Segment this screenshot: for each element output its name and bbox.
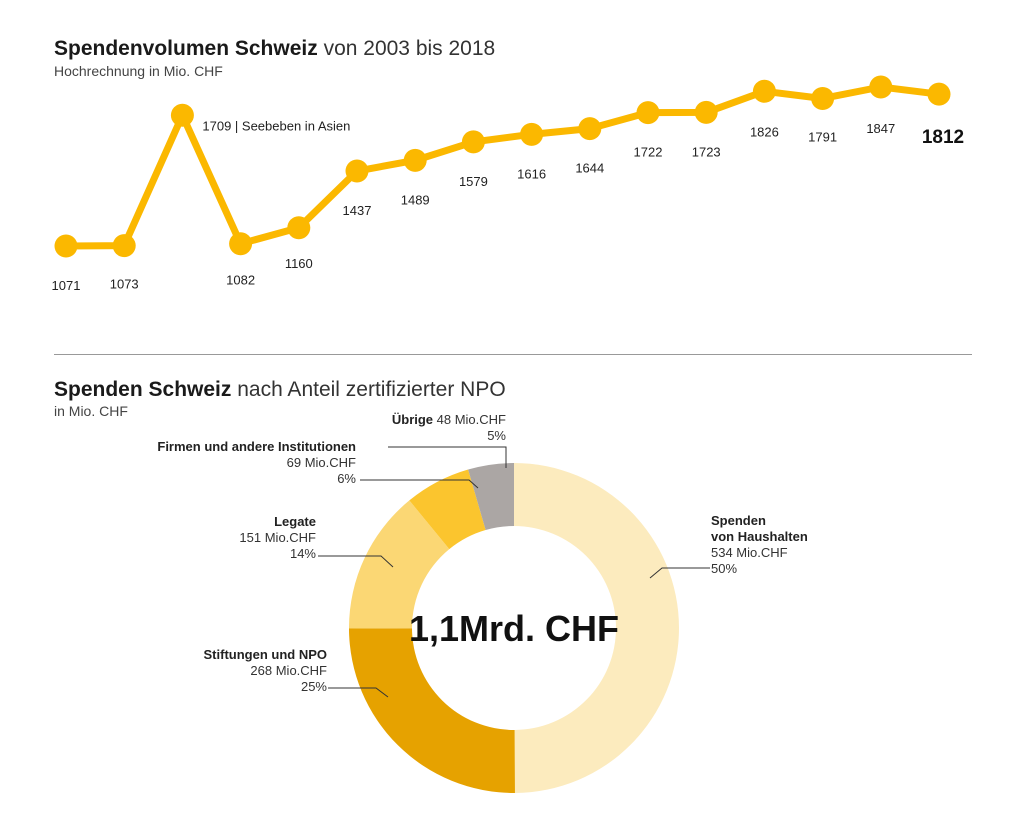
- data-point-2004: [112, 234, 136, 258]
- slice-label-stiftungen-pct: 25%: [301, 679, 327, 694]
- data-label-2008: 1437: [343, 203, 372, 218]
- leader-line-0: [649, 567, 710, 579]
- slice-label-stiftungen-value: 268 Mio.CHF: [250, 663, 327, 678]
- data-label-2004: 1073: [110, 277, 139, 292]
- data-point-2014: [694, 100, 718, 124]
- data-point-2005: [170, 103, 194, 127]
- line-chart-subtitle: Hochrechnung in Mio. CHF: [54, 63, 223, 79]
- data-label-2011: 1616: [517, 166, 546, 181]
- data-point-2003: [54, 234, 78, 258]
- data-label-2005: 1709 | Seebeben in Asien: [202, 118, 350, 133]
- donut-center-label: 1,1Mrd. CHF: [409, 608, 619, 649]
- donut-slice-1: [349, 628, 515, 793]
- donut-chart-title: Spenden Schweiz nach Anteil zertifiziert…: [54, 378, 506, 402]
- data-point-2017: [869, 75, 893, 99]
- slice-label-firmen-name: Firmen und andere Institutionen: [157, 439, 356, 454]
- data-point-2013: [636, 101, 660, 125]
- slice-label-haushalte-value: 534 Mio.CHF: [711, 545, 788, 560]
- slice-label-legate-pct: 14%: [290, 546, 316, 561]
- line-chart-title: Spendenvolumen Schweiz von 2003 bis 2018: [54, 37, 495, 61]
- data-label-2015: 1826: [750, 124, 779, 139]
- slice-label-firmen-value: 69 Mio.CHF: [287, 455, 356, 470]
- donut-slice-2: [349, 500, 450, 629]
- leader-line-3: [360, 479, 479, 489]
- data-label-2014: 1723: [692, 144, 721, 159]
- data-label-2009: 1489: [401, 192, 430, 207]
- data-point-2015: [752, 79, 776, 103]
- leader-line-4: [388, 446, 507, 468]
- data-point-2011: [520, 122, 544, 146]
- slice-label-legate-value: 151 Mio.CHF: [239, 530, 316, 545]
- donut-slice-3: [409, 469, 486, 550]
- data-point-2012: [578, 117, 602, 141]
- slice-label-haushalte-pct: 50%: [711, 561, 737, 576]
- data-label-2007: 1160: [285, 256, 313, 271]
- leader-line-2: [318, 555, 394, 568]
- data-label-2016: 1791: [808, 129, 837, 144]
- leader-line-1: [328, 687, 389, 698]
- donut-chart-subtitle: in Mio. CHF: [54, 403, 128, 419]
- data-point-2007: [287, 216, 311, 240]
- line-chart-title-bold: Spendenvolumen Schweiz: [54, 37, 318, 60]
- data-label-2003: 1071: [52, 278, 81, 293]
- slice-label-haushalte-name-2: von Haushalten: [711, 529, 808, 544]
- donut-chart-title-bold: Spenden Schweiz: [54, 378, 232, 401]
- data-label-2010: 1579: [459, 174, 488, 189]
- slice-label-stiftungen-name: Stiftungen und NPO: [204, 647, 327, 662]
- slice-label-uebrige-name-bold: Übrige: [392, 412, 433, 427]
- series-line: [65, 83, 940, 250]
- donut-chart-title-rest: nach Anteil zertifizierter NPO: [237, 378, 506, 401]
- data-point-2009: [403, 148, 427, 172]
- data-label-2017: 1847: [866, 121, 895, 136]
- data-point-2008: [345, 159, 369, 183]
- data-point-2010: [461, 130, 485, 154]
- data-point-2016: [811, 86, 835, 110]
- data-label-2006: 1082: [226, 273, 255, 288]
- data-point-2018: [927, 82, 951, 106]
- line-chart-title-rest: von 2003 bis 2018: [323, 37, 496, 60]
- donut-slice-4: [468, 463, 514, 531]
- section-divider: [54, 354, 972, 355]
- slice-label-firmen-pct: 6%: [337, 471, 356, 486]
- donut-slice-0: [514, 463, 679, 793]
- slice-label-uebrige-value: 48 Mio.CHF: [433, 412, 506, 427]
- slice-label-haushalte-name-1: Spenden: [711, 513, 766, 528]
- data-label-2018: 1812: [922, 127, 964, 148]
- slice-label-uebrige-pct: 5%: [487, 428, 506, 443]
- slice-label-legate-name: Legate: [274, 514, 316, 529]
- data-label-2013: 1722: [634, 145, 663, 160]
- slice-label-uebrige-name: Übrige 48 Mio.CHF: [392, 412, 506, 427]
- data-point-2006: [229, 232, 253, 256]
- data-label-2012: 1644: [575, 161, 604, 176]
